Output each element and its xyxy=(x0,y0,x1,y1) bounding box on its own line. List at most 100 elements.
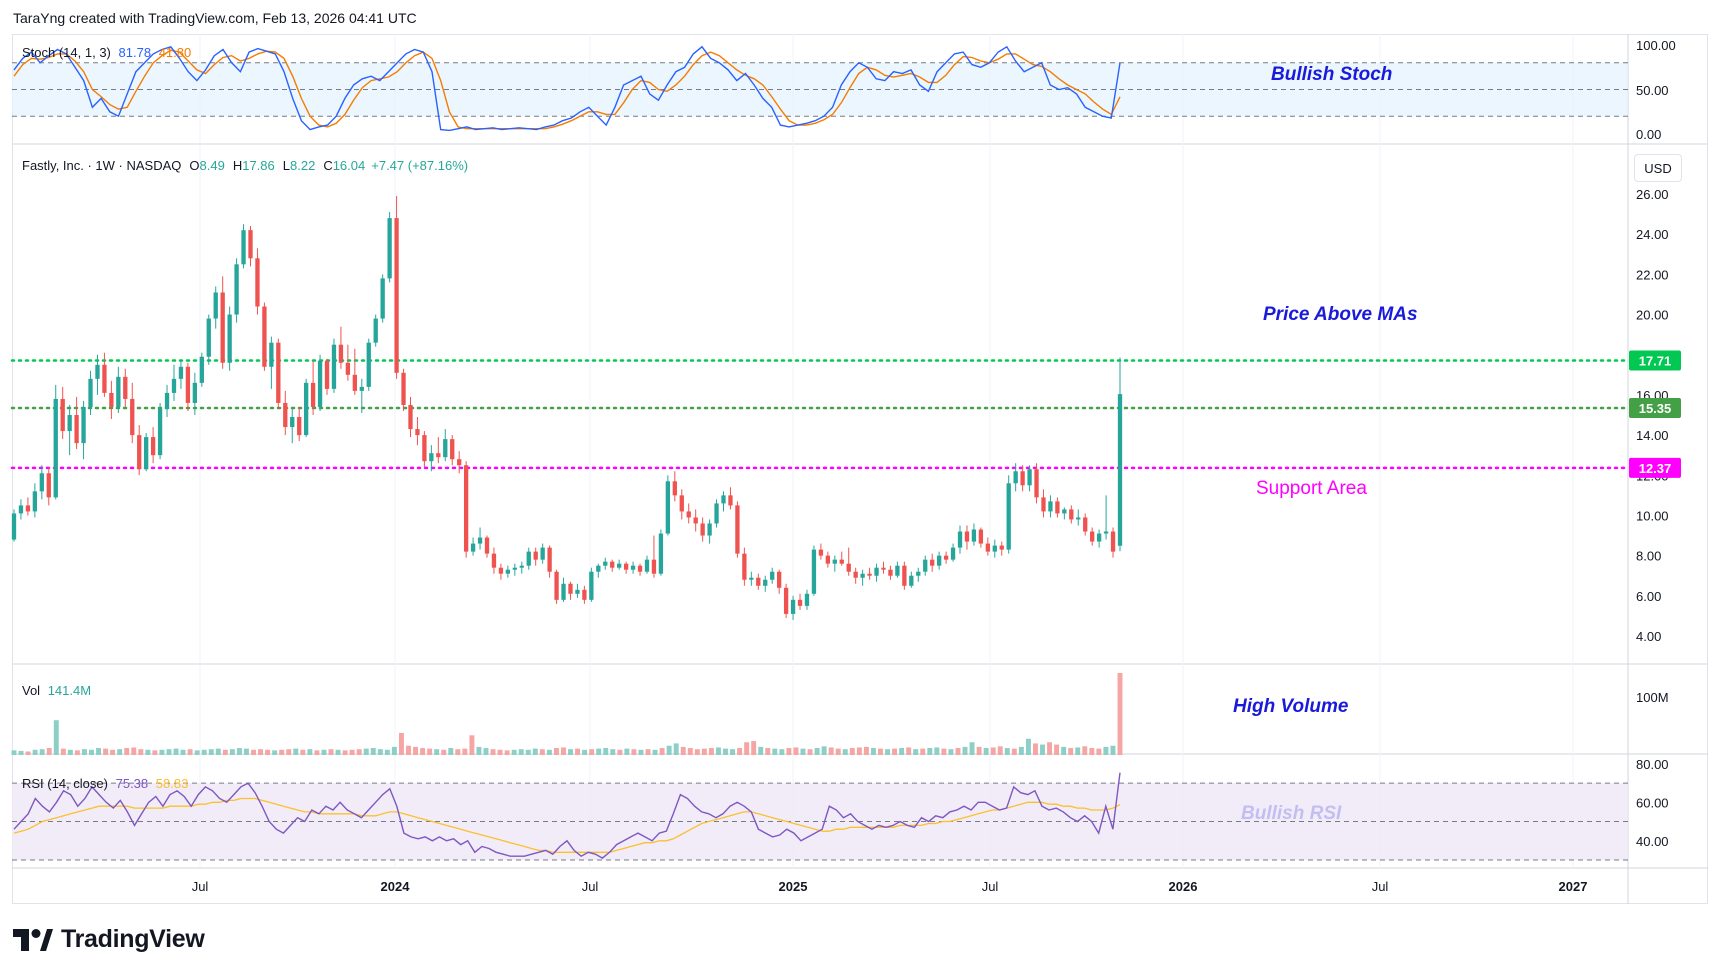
rsi-pane xyxy=(12,772,1628,861)
candle-body xyxy=(436,453,441,458)
volume-bar xyxy=(962,746,968,755)
candle xyxy=(610,559,615,572)
rsi-axis-tick: 40.00 xyxy=(1636,834,1669,849)
candle xyxy=(617,559,622,570)
candle-body xyxy=(1048,501,1053,512)
volume-bar xyxy=(568,749,573,755)
candle xyxy=(213,286,218,329)
change-value: +7.47 (+87.16%) xyxy=(371,158,469,173)
candle xyxy=(700,517,705,542)
volume-bar xyxy=(117,749,123,755)
candle xyxy=(888,565,893,580)
volume-bar xyxy=(772,748,778,755)
candle xyxy=(1090,527,1095,546)
candle xyxy=(157,402,163,460)
candle xyxy=(276,338,281,409)
volume-bar xyxy=(596,748,602,755)
candle-body xyxy=(957,531,963,548)
volume-bar xyxy=(511,749,517,755)
candle-body xyxy=(491,553,497,568)
volume-bar xyxy=(1054,744,1060,755)
candle-body xyxy=(1083,517,1088,532)
volume-bar xyxy=(779,749,785,755)
candle-body xyxy=(408,404,413,430)
volume-bar xyxy=(955,748,961,755)
candle xyxy=(429,445,434,472)
candle-body xyxy=(18,505,24,514)
candle-body xyxy=(554,571,559,600)
rsi-axis-tick: 80.00 xyxy=(1636,757,1669,772)
volume-bar xyxy=(983,748,989,755)
volume-bar xyxy=(1040,744,1045,755)
candle xyxy=(317,354,323,411)
candle xyxy=(401,368,406,411)
candle-body xyxy=(930,559,935,566)
candle xyxy=(957,525,963,554)
volume-bar xyxy=(603,748,609,755)
candle xyxy=(714,499,719,528)
candle-body xyxy=(777,571,782,588)
candle xyxy=(1103,495,1109,540)
volume-bar xyxy=(490,749,496,755)
rsi-axis-tick: 60.00 xyxy=(1636,795,1669,810)
candle-body xyxy=(596,565,601,572)
candle-body xyxy=(916,571,921,576)
candle xyxy=(1034,463,1039,504)
candle xyxy=(930,553,935,572)
candle xyxy=(874,563,879,582)
candle-body xyxy=(192,382,198,403)
candle xyxy=(436,437,441,464)
volume-bar xyxy=(553,748,559,755)
candle-body xyxy=(39,473,44,492)
candle-body xyxy=(909,575,914,586)
volume-bar xyxy=(821,746,827,755)
currency-button[interactable]: USD xyxy=(1634,154,1682,182)
candle-body xyxy=(714,503,719,524)
candle xyxy=(178,360,184,389)
volume-bar xyxy=(1032,743,1038,755)
volume-bar xyxy=(370,748,376,755)
tradingview-logo[interactable]: TradingView xyxy=(13,925,205,954)
candle-body xyxy=(457,459,462,466)
candle xyxy=(394,196,399,379)
candle xyxy=(1041,489,1046,518)
volume-bar xyxy=(927,748,933,755)
candle-body xyxy=(818,549,824,556)
candle xyxy=(526,547,531,570)
candle xyxy=(144,433,149,472)
stoch-axis-tick: 0.00 xyxy=(1636,127,1661,142)
time-axis-label: 2026 xyxy=(1169,879,1198,894)
candle xyxy=(644,555,650,574)
volume-bar xyxy=(878,748,883,755)
volume-bar xyxy=(413,746,419,755)
stoch-legend: Stoch (14, 1, 3) 81.78 41.80 xyxy=(22,45,195,60)
candle xyxy=(11,509,17,542)
volume-bar xyxy=(934,747,940,755)
candle xyxy=(853,567,858,584)
candle xyxy=(637,563,643,576)
open-label: O xyxy=(189,158,200,173)
volume-bar xyxy=(730,749,736,755)
volume-axis-tick: 100M xyxy=(1636,690,1669,705)
volume-bar xyxy=(18,750,24,755)
candle xyxy=(255,248,260,315)
volume-bar xyxy=(969,742,975,755)
candle xyxy=(860,569,865,586)
volume-bar xyxy=(377,749,383,755)
breakout-level-tag xyxy=(1629,397,1681,418)
resistance-level-tag xyxy=(1629,350,1681,371)
volume-bar xyxy=(1061,746,1067,755)
candle xyxy=(262,302,267,371)
candle-body xyxy=(498,567,504,574)
volume-bar xyxy=(1117,672,1123,755)
volume-bar xyxy=(406,745,411,755)
volume-bar xyxy=(251,749,256,755)
candle xyxy=(18,499,24,520)
candle xyxy=(227,306,232,371)
candle xyxy=(1006,475,1011,554)
candle-body xyxy=(394,218,399,373)
volume-bar xyxy=(990,747,996,755)
candle-body xyxy=(484,537,490,554)
time-axis-label: Jul xyxy=(1372,879,1389,894)
